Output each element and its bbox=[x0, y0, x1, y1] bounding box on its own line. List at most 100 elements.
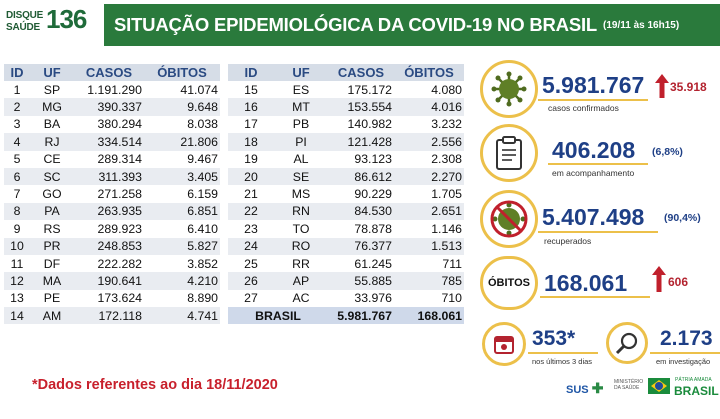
col-uf: UF bbox=[274, 64, 328, 81]
table-row: 5 CE 289.314 9.467 bbox=[4, 151, 220, 168]
table-row: 13 PE 173.624 8.890 bbox=[4, 290, 220, 307]
col-id: ID bbox=[228, 64, 274, 81]
col-id: ID bbox=[4, 64, 30, 81]
col-obitos: ÓBITOS bbox=[394, 64, 464, 81]
gov-brasil: BRASIL bbox=[674, 384, 719, 398]
cell-id: 22 bbox=[228, 202, 274, 221]
table-row: 22 RN 84.530 2.651 bbox=[228, 202, 464, 221]
calendar-icon bbox=[482, 322, 526, 366]
cell-id: 13 bbox=[10, 291, 24, 306]
recovered-label: recuperados bbox=[544, 236, 592, 246]
cell-id: 9 bbox=[13, 221, 21, 236]
cell-uf: SC bbox=[30, 167, 74, 186]
table-row: 24 RO 76.377 1.513 bbox=[228, 237, 464, 255]
cell-id: 25 bbox=[244, 256, 258, 271]
cell-obitos: 8.038 bbox=[187, 117, 218, 132]
confirmed-label: casos confirmados bbox=[548, 103, 619, 113]
cell-id: 17 bbox=[244, 117, 258, 132]
magnifier-icon bbox=[606, 322, 648, 364]
cell-id: 21 bbox=[244, 187, 258, 202]
cell-casos: 33.976 bbox=[354, 291, 392, 306]
cell-obitos: 6.410 bbox=[187, 221, 218, 236]
cell-uf: MT bbox=[274, 98, 328, 116]
col-uf: UF bbox=[30, 64, 74, 81]
last3days-label: nos últimos 3 dias bbox=[532, 357, 593, 366]
table-row: 21 MS 90.229 1.705 bbox=[228, 185, 464, 202]
cell-uf: MG bbox=[30, 98, 74, 116]
cell-obitos: 2.270 bbox=[394, 167, 464, 186]
cell-uf: PR bbox=[30, 237, 74, 255]
divider bbox=[528, 352, 598, 354]
cell-uf: AL bbox=[293, 152, 309, 167]
cell-casos: 271.258 bbox=[97, 187, 142, 202]
cell-id: 14 bbox=[4, 307, 30, 325]
cell-obitos: 3.232 bbox=[431, 117, 462, 132]
cell-uf: SE bbox=[274, 167, 328, 186]
states-table-right: ID UF CASOS ÓBITOS 15 ES 175.172 4.080 16 MT 1… bbox=[228, 64, 464, 325]
deaths-value: 168.061 bbox=[544, 270, 628, 296]
cell-obitos: 41.074 bbox=[180, 82, 218, 97]
table-row: 7 GO 271.258 6.159 bbox=[4, 185, 220, 202]
plus-icon: ✚ bbox=[591, 380, 604, 396]
table-row: 12 MA 190.641 4.210 bbox=[4, 272, 220, 290]
confirmed-value: 5.981.767 bbox=[542, 72, 645, 98]
investigation-value: 2.173 bbox=[660, 327, 713, 350]
gov-motto: PÁTRIA AMADA bbox=[675, 377, 712, 383]
table-header-row: ID UF CASOS ÓBITOS bbox=[4, 64, 220, 81]
cell-obitos: 9.467 bbox=[187, 152, 218, 167]
cell-casos: 380.294 bbox=[97, 117, 142, 132]
cell-casos: 311.393 bbox=[74, 167, 144, 186]
col-casos: CASOS bbox=[74, 64, 144, 81]
table-row: 9 RS 289.923 6.410 bbox=[4, 220, 220, 237]
table-row: 20 SE 86.612 2.270 bbox=[228, 167, 464, 186]
investigation-label: em investigação bbox=[656, 357, 711, 366]
total-casos: 5.981.767 bbox=[328, 307, 394, 325]
cell-uf: PI bbox=[274, 133, 328, 151]
monitoring-percent: (6,8%) bbox=[652, 146, 683, 158]
sus-logo: SUS ✚ bbox=[566, 380, 603, 397]
footnote: *Dados referentes ao dia 18/11/2020 bbox=[32, 377, 278, 393]
table-row: 17 PB 140.982 3.232 bbox=[228, 116, 464, 133]
cell-id: 18 bbox=[228, 133, 274, 151]
col-casos: CASOS bbox=[328, 64, 394, 81]
cell-uf: MS bbox=[291, 187, 311, 202]
cell-obitos: 9.648 bbox=[144, 98, 220, 116]
cell-id: 2 bbox=[4, 98, 30, 116]
cell-obitos: 711 bbox=[442, 256, 462, 271]
cell-obitos: 5.827 bbox=[144, 237, 220, 255]
table-header-row: ID UF CASOS ÓBITOS bbox=[228, 64, 464, 81]
table-row: 11 DF 222.282 3.852 bbox=[4, 255, 220, 272]
ministry-logo: MINISTÉRIO DA SAÚDE bbox=[614, 379, 644, 391]
cell-id: 1 bbox=[13, 82, 21, 97]
table-row: 26 AP 55.885 785 bbox=[228, 272, 464, 290]
cell-obitos: 2.651 bbox=[394, 202, 464, 221]
cell-casos: 263.935 bbox=[74, 202, 144, 221]
virus-icon bbox=[480, 60, 538, 118]
page-title: SITUAÇÃO EPIDEMIOLÓGICA DA COVID-19 NO B… bbox=[114, 14, 597, 35]
cell-casos: 1.191.290 bbox=[87, 82, 142, 97]
cell-obitos: 785 bbox=[394, 272, 464, 290]
table-row: 16 MT 153.554 4.016 bbox=[228, 98, 464, 116]
table-row: 6 SC 311.393 3.405 bbox=[4, 167, 220, 186]
cell-casos: 248.853 bbox=[74, 237, 144, 255]
divider bbox=[650, 352, 720, 354]
table-row: 8 PA 263.935 6.851 bbox=[4, 202, 220, 221]
cell-uf: SP bbox=[43, 82, 61, 97]
cell-casos: 175.172 bbox=[347, 82, 392, 97]
cell-id: 23 bbox=[244, 221, 258, 236]
brasil-total-row: BRASIL 5.981.767 168.061 bbox=[228, 307, 464, 325]
cell-uf: AM bbox=[30, 307, 74, 325]
cell-id: 16 bbox=[228, 98, 274, 116]
cell-uf: RN bbox=[274, 202, 328, 221]
table-row: 1 SP 1.191.290 41.074 bbox=[4, 81, 220, 98]
clipboard-icon bbox=[480, 124, 538, 182]
cell-uf: PE bbox=[43, 291, 61, 306]
cell-obitos: 1.705 bbox=[431, 187, 462, 202]
cell-uf: AC bbox=[292, 291, 310, 306]
table-row: 19 AL 93.123 2.308 bbox=[228, 151, 464, 168]
cell-casos: 140.982 bbox=[347, 117, 392, 132]
monitoring-value: 406.208 bbox=[552, 137, 636, 163]
cell-casos: 93.123 bbox=[354, 152, 392, 167]
cell-id: 19 bbox=[244, 152, 258, 167]
cell-obitos: 8.890 bbox=[187, 291, 218, 306]
